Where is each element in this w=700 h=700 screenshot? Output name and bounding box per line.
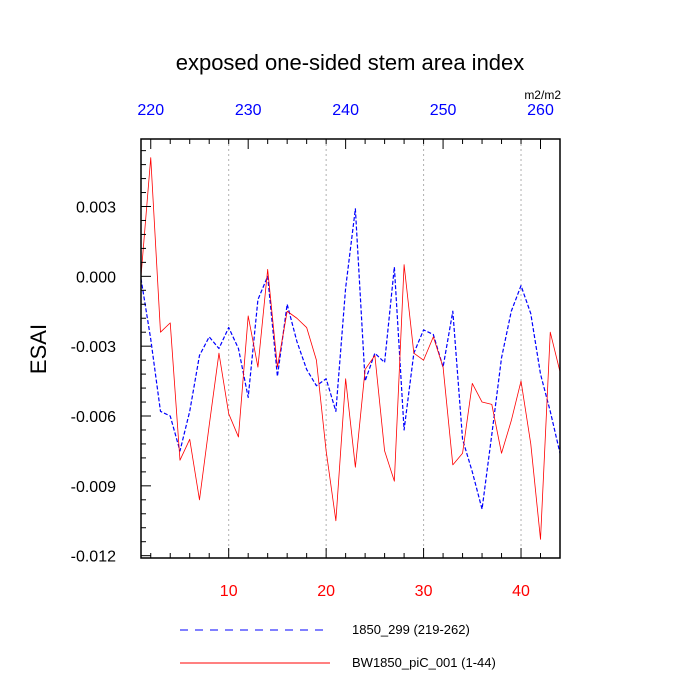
y-tick-label: 0.003: [76, 200, 116, 217]
y-tick-label: -0.006: [71, 409, 116, 426]
x-bottom-tick-label: 10: [220, 583, 238, 600]
series-layer: [140, 157, 561, 540]
chart-title: exposed one-sided stem area index: [176, 50, 525, 75]
x-bottom-tick-label: 30: [415, 583, 433, 600]
units-label: m2/m2: [524, 88, 561, 102]
grid: [228, 139, 522, 558]
x-top-tick-label: 220: [137, 102, 164, 119]
legend-label-series-1: 1850_299 (219-262): [352, 622, 470, 637]
x-top-tick-label: 260: [527, 102, 554, 119]
x-bottom-tick-label: 40: [512, 583, 530, 600]
x-bottom-tick-label: 20: [317, 583, 335, 600]
ticks-layer: 10 20 30 40 220 230 240 250 260 0.003 0.000 -0.003 -…: [71, 102, 561, 600]
x-top-tick-label: 240: [332, 102, 359, 119]
x-top-tick-label: 230: [235, 102, 262, 119]
plot-frame: [140, 138, 561, 559]
series-line-1: [140, 208, 561, 510]
y-tick-label: 0.000: [76, 269, 116, 286]
legend: 1850_299 (219-262) BW1850_piC_001 (1-44): [180, 622, 496, 670]
series-line-2: [140, 157, 561, 540]
y-tick-label: -0.003: [71, 339, 116, 356]
y-axis-label: ESAI: [26, 324, 51, 374]
y-tick-label: -0.012: [71, 549, 116, 566]
x-top-tick-label: 250: [430, 102, 457, 119]
y-tick-label: -0.009: [71, 479, 116, 496]
legend-label-series-2: BW1850_piC_001 (1-44): [352, 655, 496, 670]
